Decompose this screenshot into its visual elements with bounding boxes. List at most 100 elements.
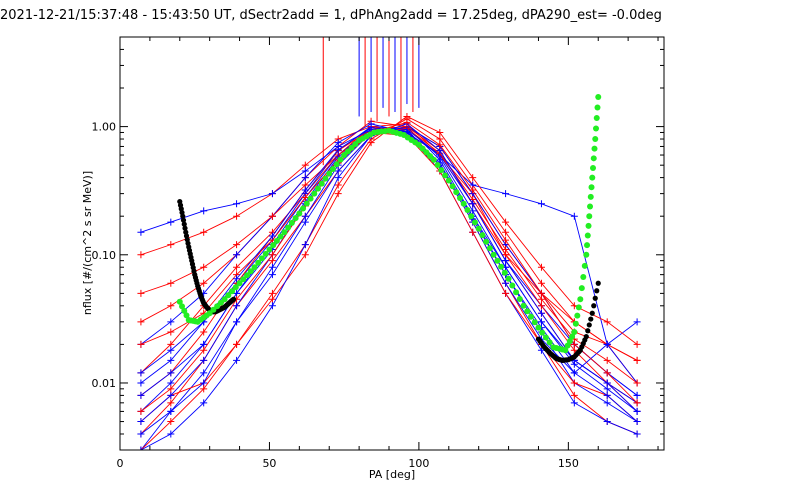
fit-black-right <box>535 280 601 364</box>
fit-point <box>584 242 591 249</box>
data-point <box>570 346 578 354</box>
fit-point <box>592 295 598 301</box>
data-point <box>633 356 641 364</box>
data-point <box>603 356 611 364</box>
fit-point <box>427 153 434 160</box>
fit-point <box>572 320 579 327</box>
data-point <box>537 295 545 303</box>
fit-point <box>566 338 573 345</box>
fit-point <box>255 259 262 266</box>
fit-point <box>262 250 269 257</box>
data-point <box>603 391 611 399</box>
data-point <box>233 251 241 259</box>
data-point <box>502 257 510 265</box>
data-point <box>200 328 208 336</box>
fit-point <box>326 170 333 177</box>
data-point <box>301 186 309 194</box>
fit-point <box>594 288 600 294</box>
data-point <box>200 385 208 393</box>
series-15 <box>137 124 641 415</box>
x-axis-label: PA [deg] <box>369 468 415 481</box>
data-point <box>233 275 241 283</box>
fit-point <box>505 275 512 282</box>
data-point <box>301 161 309 169</box>
data-point <box>137 369 145 377</box>
data-point <box>167 302 175 310</box>
fit-point <box>225 292 232 299</box>
data-point <box>436 141 444 149</box>
data-point <box>137 446 145 450</box>
fit-point <box>486 245 493 252</box>
data-point <box>167 279 175 287</box>
data-point <box>603 399 611 407</box>
fit-point <box>542 334 549 341</box>
data-point <box>436 135 444 143</box>
fit-point <box>221 296 228 303</box>
fit-point <box>546 339 553 346</box>
data-point <box>633 430 641 438</box>
fit-point <box>182 225 188 231</box>
fit-point <box>333 161 340 168</box>
data-point <box>334 146 342 154</box>
series-8 <box>137 115 641 426</box>
data-point <box>403 118 411 126</box>
data-point <box>301 193 309 201</box>
fit-point <box>501 269 508 276</box>
fit-point <box>498 263 505 270</box>
data-point <box>603 318 611 326</box>
fit-point <box>337 156 344 163</box>
data-point <box>570 340 578 348</box>
fit-point <box>247 268 254 275</box>
fit-point <box>580 274 587 281</box>
data-point <box>301 241 309 249</box>
series-line <box>140 132 638 450</box>
fit-point <box>584 232 591 239</box>
fit-point <box>592 136 599 143</box>
fit-point <box>583 334 589 340</box>
data-point <box>268 263 276 271</box>
data-point <box>603 340 611 348</box>
data-point <box>200 279 208 287</box>
data-point <box>167 356 175 364</box>
fit-point <box>244 272 251 279</box>
y-axis-label: nflux [#/(cm^2 s sr MeV)] <box>81 171 94 315</box>
data-point <box>570 212 578 220</box>
fit-point <box>595 280 601 286</box>
data-point <box>633 379 641 387</box>
fit-point <box>587 203 594 210</box>
fit-point <box>419 145 426 152</box>
fit-point <box>569 333 576 340</box>
fit-point <box>483 238 490 245</box>
data-point <box>233 340 241 348</box>
fit-point <box>430 156 437 163</box>
data-point <box>167 346 175 354</box>
fit-point <box>251 264 258 271</box>
fit-point <box>588 184 595 191</box>
fit-point <box>535 324 542 331</box>
data-point <box>167 241 175 249</box>
data-point <box>200 263 208 271</box>
fit-point <box>578 285 585 292</box>
fit-point <box>232 284 239 291</box>
fit-point <box>240 276 247 283</box>
fit-point <box>509 282 516 289</box>
fit-point <box>300 205 307 212</box>
x-axis: 0 50 100 150 <box>117 37 659 470</box>
data-point <box>633 340 641 348</box>
data-point <box>537 289 545 297</box>
fit-point <box>564 342 571 349</box>
data-point <box>469 207 477 215</box>
series-line <box>140 118 638 422</box>
fit-point <box>285 224 292 231</box>
data-point <box>403 127 411 135</box>
fit-point <box>595 94 602 101</box>
data-point <box>633 418 641 426</box>
data-point <box>502 190 510 198</box>
series-1 <box>137 128 641 450</box>
data-point <box>167 430 175 438</box>
fit-point <box>442 172 449 179</box>
data-point <box>200 207 208 215</box>
data-point <box>233 212 241 220</box>
data-point <box>469 174 477 182</box>
